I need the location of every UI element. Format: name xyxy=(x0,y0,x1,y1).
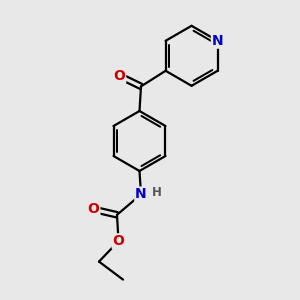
Text: O: O xyxy=(88,202,100,216)
Text: N: N xyxy=(212,34,224,48)
Text: H: H xyxy=(152,186,161,200)
Text: O: O xyxy=(113,69,125,83)
Text: N: N xyxy=(135,188,147,201)
Text: O: O xyxy=(112,234,124,248)
